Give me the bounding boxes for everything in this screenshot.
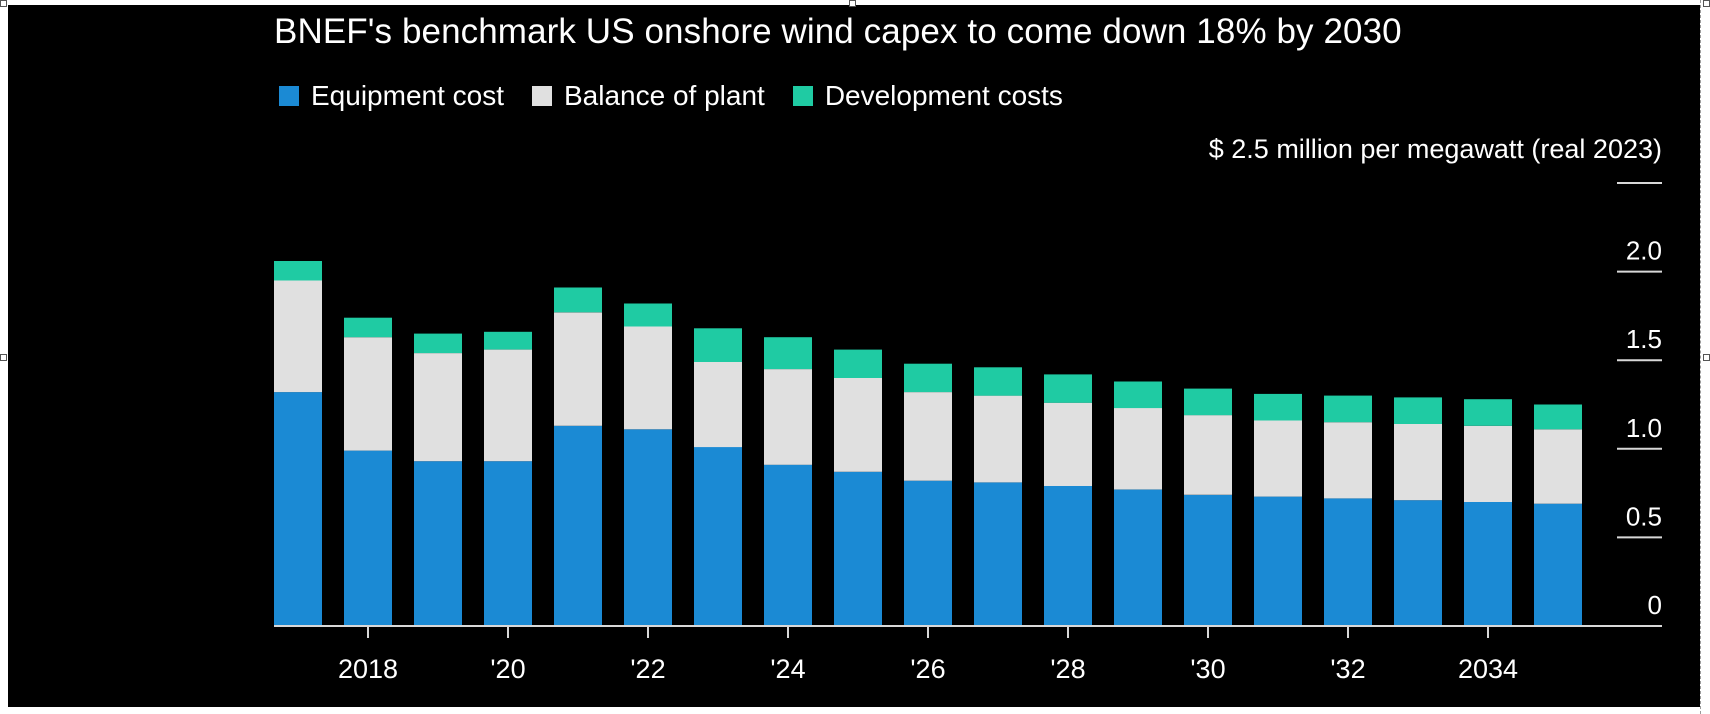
resize-handle-top-center[interactable]	[849, 0, 856, 7]
bar-2032-development-costs	[1324, 395, 1372, 423]
bar-2025-development-costs	[834, 349, 882, 378]
resize-handle-top-left[interactable]	[0, 0, 7, 7]
bar-2035-balance-of-plant	[1534, 429, 1582, 504]
bar-2034-balance-of-plant	[1464, 425, 1512, 502]
bar-2033-development-costs	[1394, 397, 1442, 424]
legend-item-development-costs: Development costs	[792, 80, 1063, 112]
bar-2028-equipment-cost	[1044, 486, 1092, 626]
bar-2022-balance-of-plant	[624, 326, 672, 430]
bar-2025-equipment-cost	[834, 471, 882, 626]
bar-2034-development-costs	[1464, 399, 1512, 426]
resize-handle-middle-left[interactable]	[0, 354, 7, 361]
bar-2021-development-costs	[554, 287, 602, 313]
x-tick-label-2026: '26	[910, 654, 945, 684]
y-axis-unit-label: $ 2.5 million per megawatt (real 2023)	[1208, 134, 1662, 164]
bar-2022-development-costs	[624, 303, 672, 327]
x-tick-label-2030: '30	[1190, 654, 1225, 684]
bar-2035-development-costs	[1534, 404, 1582, 430]
bar-2022-equipment-cost	[624, 429, 672, 626]
legend-swatch-equipment-cost	[279, 86, 299, 106]
bar-2027-balance-of-plant	[974, 395, 1022, 483]
bar-2019-equipment-cost	[414, 461, 462, 626]
bar-2029-development-costs	[1114, 381, 1162, 409]
bar-2017-balance-of-plant	[274, 280, 322, 393]
bar-2034-equipment-cost	[1464, 502, 1512, 626]
bar-2019-development-costs	[414, 333, 462, 354]
x-tick-label-2024: '24	[770, 654, 805, 684]
y-tick-label-1-5: 1.5	[1626, 324, 1662, 354]
bar-2032-balance-of-plant	[1324, 422, 1372, 499]
bar-2031-balance-of-plant	[1254, 420, 1302, 497]
bar-2026-balance-of-plant	[904, 392, 952, 481]
bar-2030-balance-of-plant	[1184, 415, 1232, 495]
bar-2019-balance-of-plant	[414, 353, 462, 462]
x-tick-label-2028: '28	[1050, 654, 1085, 684]
chart-title: BNEF's benchmark US onshore wind capex t…	[274, 12, 1402, 51]
bar-2026-development-costs	[904, 363, 952, 393]
bar-2029-equipment-cost	[1114, 489, 1162, 626]
bar-2021-equipment-cost	[554, 425, 602, 626]
bar-2020-equipment-cost	[484, 461, 532, 626]
bar-2028-development-costs	[1044, 374, 1092, 403]
legend-swatch-balance-of-plant	[532, 86, 552, 106]
bar-2031-development-costs	[1254, 393, 1302, 421]
legend-label-development-costs: Development costs	[824, 80, 1063, 111]
legend-swatch-development-costs	[792, 86, 813, 106]
chart-legend: Equipment cost Balance of plant Developm…	[279, 80, 1091, 112]
bar-2026-equipment-cost	[904, 480, 952, 626]
selection-border-right	[1700, 0, 1701, 714]
legend-label-balance-of-plant: Balance of plant	[564, 80, 765, 111]
legend-item-equipment-cost: Equipment cost	[279, 80, 504, 112]
legend-item-balance-of-plant: Balance of plant	[532, 80, 765, 112]
bar-2024-balance-of-plant	[764, 369, 812, 465]
bar-2017-equipment-cost	[274, 392, 322, 626]
bar-2027-equipment-cost	[974, 482, 1022, 626]
legend-label-equipment-cost: Equipment cost	[311, 80, 504, 111]
y-tick-label-1-0: 1.0	[1626, 413, 1662, 443]
bar-2030-development-costs	[1184, 388, 1232, 416]
bar-2024-equipment-cost	[764, 464, 812, 626]
bar-2033-equipment-cost	[1394, 500, 1442, 626]
bar-2020-development-costs	[484, 331, 532, 350]
x-tick-label-2032: '32	[1330, 654, 1365, 684]
bar-2023-equipment-cost	[694, 447, 742, 626]
x-tick-label-2022: '22	[630, 654, 665, 684]
bar-2030-equipment-cost	[1184, 494, 1232, 626]
bar-2021-balance-of-plant	[554, 312, 602, 426]
bar-2018-development-costs	[344, 317, 392, 338]
bar-2023-balance-of-plant	[694, 362, 742, 448]
bar-2018-equipment-cost	[344, 450, 392, 626]
y-tick-label-2-0: 2.0	[1626, 236, 1662, 266]
bar-2018-balance-of-plant	[344, 337, 392, 451]
y-tick-label-0-5: 0.5	[1626, 501, 1662, 531]
bar-2031-equipment-cost	[1254, 496, 1302, 626]
bar-2017-development-costs	[274, 261, 322, 281]
bar-2029-balance-of-plant	[1114, 408, 1162, 490]
bar-2035-equipment-cost	[1534, 503, 1582, 626]
bar-2027-development-costs	[974, 367, 1022, 396]
bar-2025-balance-of-plant	[834, 377, 882, 472]
bar-2020-balance-of-plant	[484, 349, 532, 462]
x-tick-label-2034: 2034	[1458, 654, 1518, 684]
bar-2023-development-costs	[694, 328, 742, 362]
bar-2028-balance-of-plant	[1044, 402, 1092, 486]
bar-2032-equipment-cost	[1324, 498, 1372, 626]
bar-2033-balance-of-plant	[1394, 424, 1442, 501]
bar-2024-development-costs	[764, 337, 812, 370]
x-tick-label-2020: '20	[490, 654, 525, 684]
x-tick-label-2018: 2018	[338, 654, 398, 684]
y-tick-label-0: 0	[1648, 590, 1662, 620]
